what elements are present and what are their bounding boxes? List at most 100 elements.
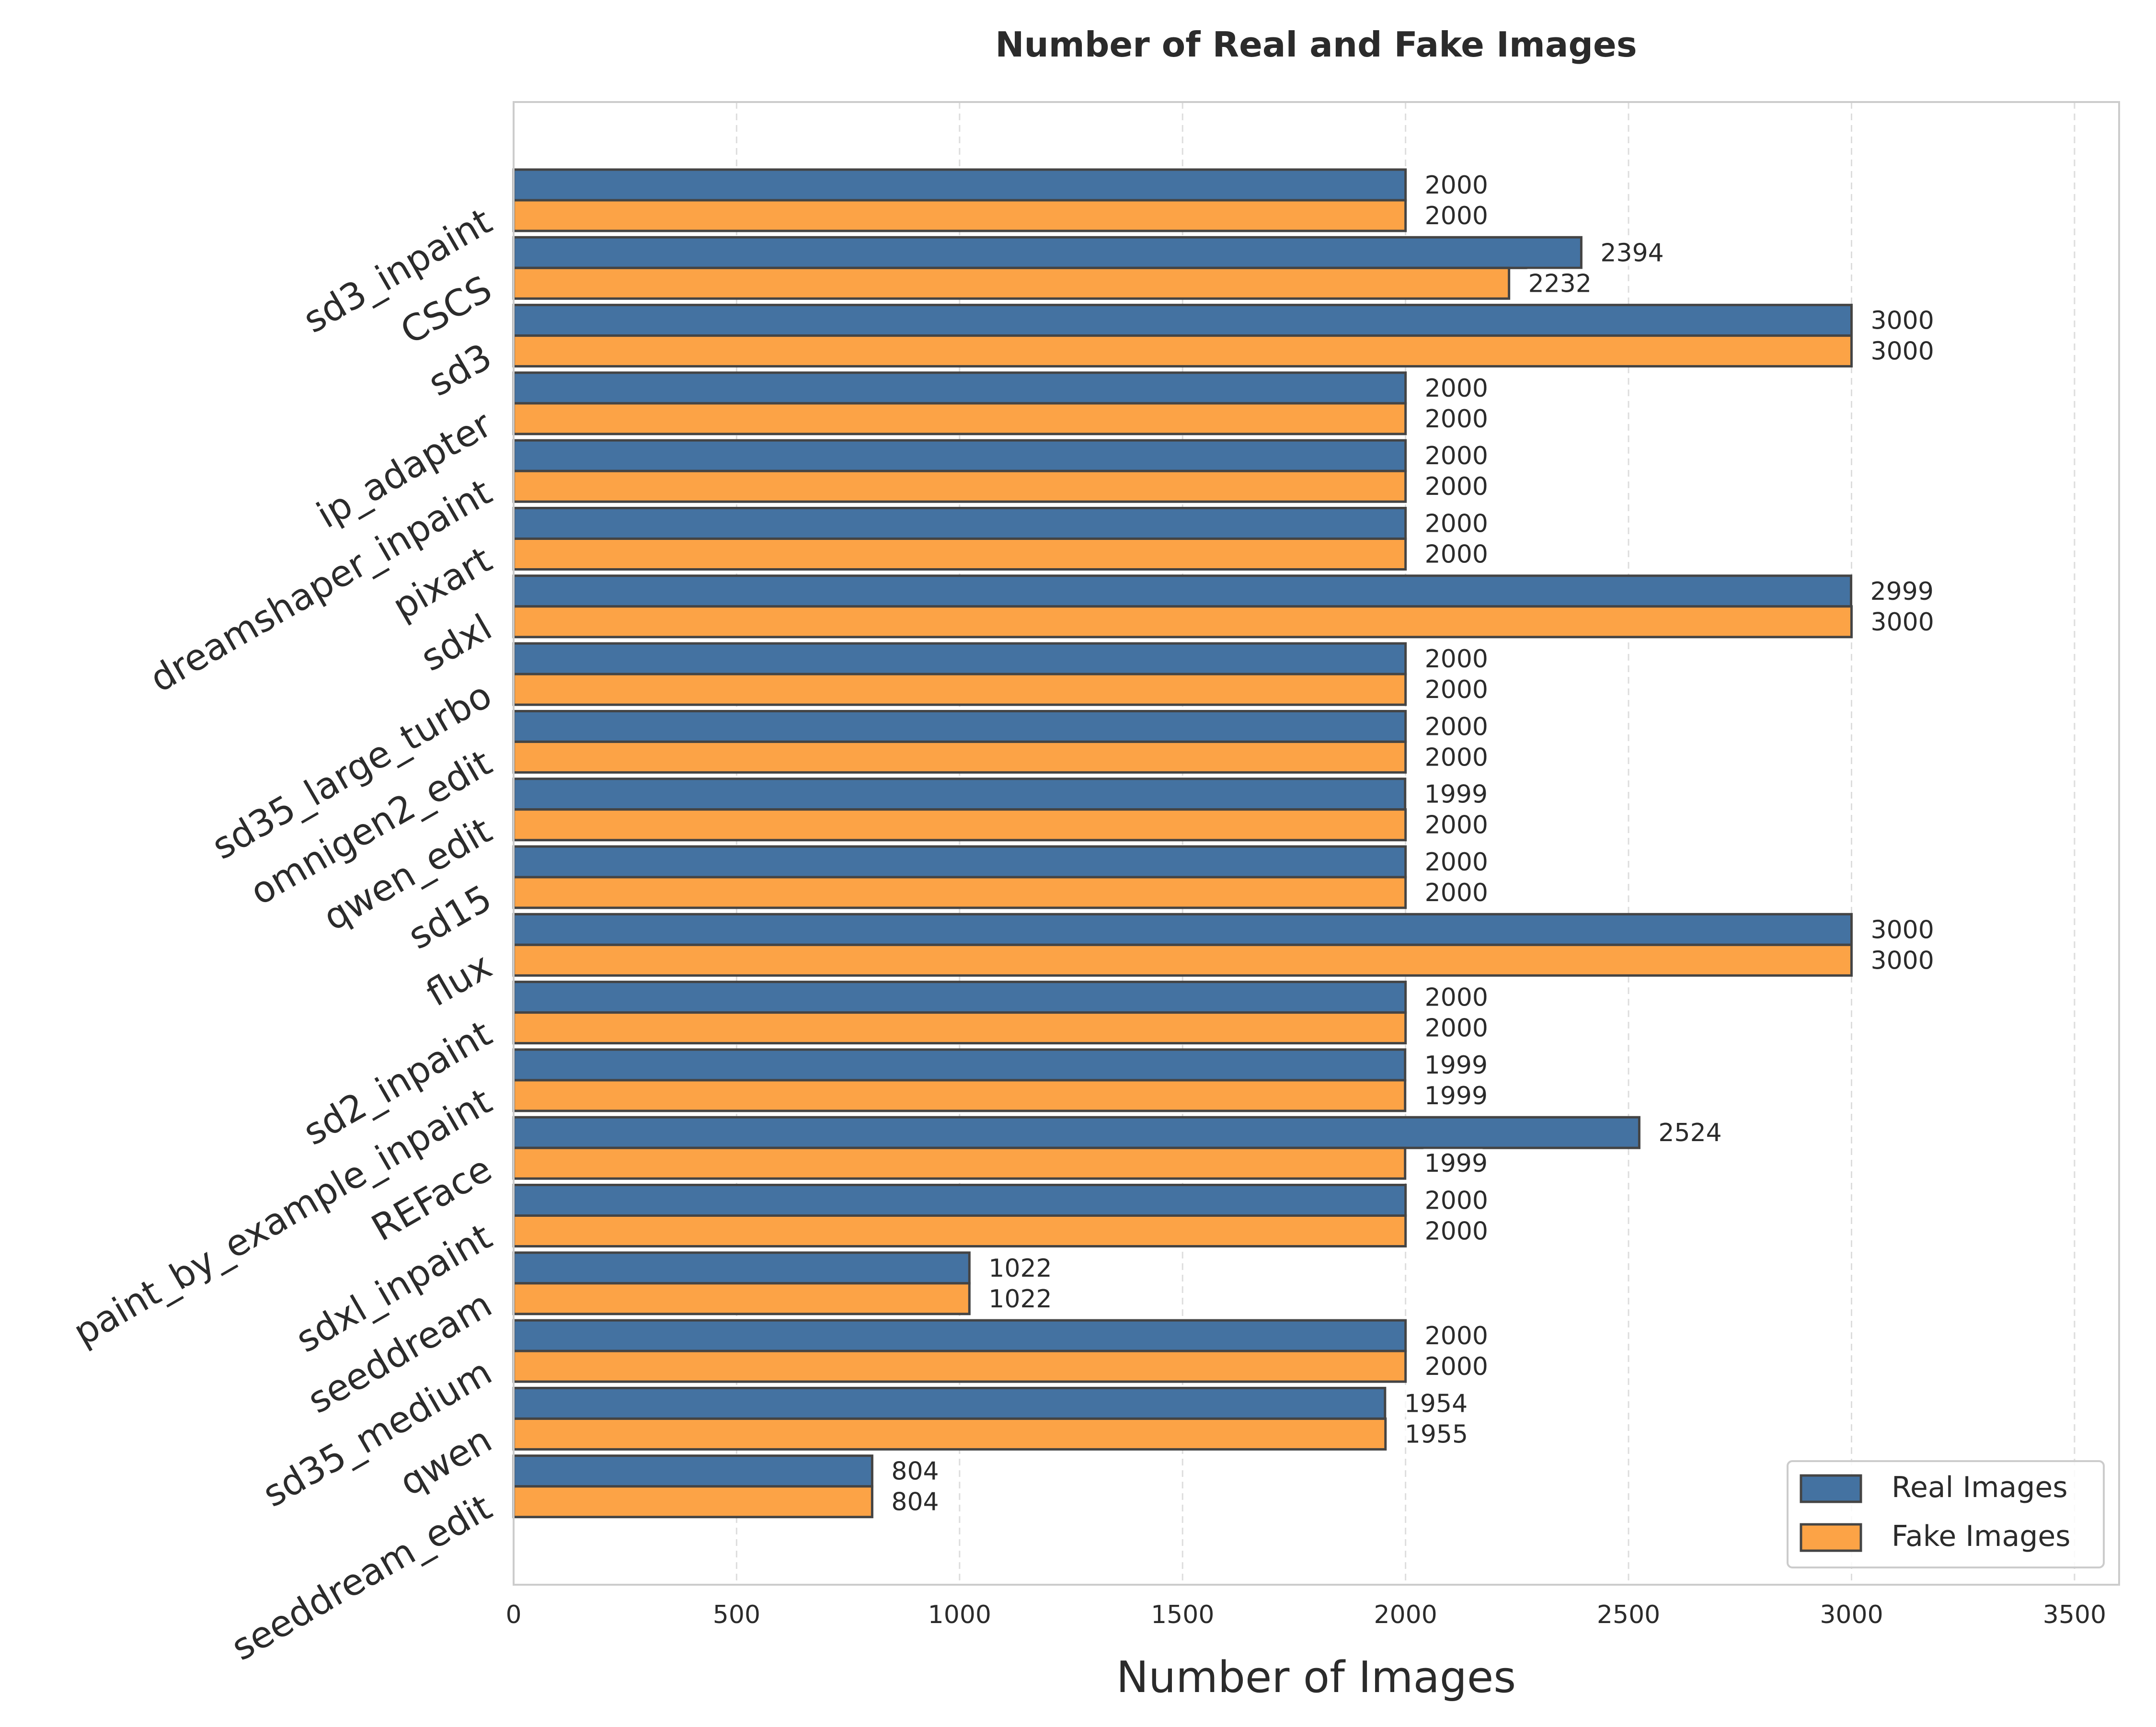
bar-real [512, 236, 1583, 269]
data-label-real: 1999 [1424, 1051, 1488, 1080]
data-label-fake: 2000 [1425, 675, 1488, 704]
data-label-fake: 2000 [1425, 1352, 1488, 1381]
bar-real [512, 1116, 1640, 1149]
data-label-background [1867, 336, 1932, 365]
bar-fake [512, 266, 1511, 300]
data-label-fake: 2232 [1528, 269, 1592, 298]
bar-real [512, 507, 1407, 540]
bar-real [512, 778, 1407, 811]
x-tick-label: 3000 [1820, 1601, 1883, 1629]
bar-real [512, 981, 1407, 1014]
data-label-fake: 2000 [1425, 540, 1488, 569]
data-label-background [1420, 1149, 1486, 1177]
data-label-background [1421, 1013, 1486, 1041]
data-label-background [887, 1487, 939, 1515]
data-label-fake: 1999 [1424, 1082, 1488, 1110]
bar-fake [512, 740, 1407, 774]
data-label-fake: 1955 [1405, 1420, 1468, 1449]
data-label-background [1420, 1081, 1486, 1109]
data-label-real: 3000 [1871, 915, 1934, 944]
data-label-real: 3000 [1871, 307, 1934, 335]
data-label-background [1867, 306, 1932, 334]
data-label-background [1421, 675, 1486, 703]
bar-real [512, 168, 1407, 202]
data-label-fake: 1999 [1424, 1149, 1488, 1178]
data-label-fake: 2000 [1425, 1217, 1488, 1246]
x-axis-label: Number of Images [1116, 1652, 1516, 1703]
bar-fake [512, 1485, 873, 1519]
data-label-background [1400, 1389, 1466, 1417]
data-label-real: 2999 [1870, 577, 1934, 606]
data-label-real: 2000 [1425, 1187, 1488, 1215]
data-label-background [985, 1284, 1050, 1312]
data-label-background [1421, 1186, 1486, 1214]
bar-fake [512, 808, 1407, 842]
data-label-background [1421, 1352, 1486, 1380]
legend-frame [1787, 1460, 2105, 1568]
data-label-background [1421, 1321, 1486, 1350]
bar-fake [512, 1146, 1407, 1180]
data-label-real: 1022 [988, 1254, 1052, 1283]
data-label-background [1421, 712, 1486, 740]
data-label-background [1524, 269, 1590, 297]
x-tick-label: 2500 [1597, 1601, 1660, 1629]
bar-fake [512, 1011, 1407, 1045]
bar-real [512, 1184, 1407, 1217]
data-label-background [1421, 404, 1486, 432]
data-label-background [1421, 1216, 1486, 1245]
bar-fake [512, 673, 1407, 706]
bar-fake [512, 469, 1407, 503]
legend-label-real: Real Images [1892, 1471, 2068, 1504]
data-label-fake: 2000 [1425, 811, 1488, 840]
data-label-background [1421, 878, 1486, 906]
data-label-background [1421, 201, 1486, 229]
data-label-background [1866, 576, 1932, 605]
data-label-background [985, 1253, 1050, 1281]
x-tick-label: 3500 [2043, 1601, 2106, 1629]
data-label-background [1654, 1118, 1720, 1146]
data-label-background [887, 1456, 939, 1485]
data-label-real: 2000 [1425, 374, 1488, 403]
chart-title: Number of Real and Fake Images [995, 24, 1637, 65]
data-label-background [1421, 983, 1486, 1011]
data-label-real: 2000 [1425, 984, 1488, 1012]
data-label-background [1421, 373, 1486, 401]
data-label-background [1596, 238, 1662, 266]
data-label-real: 2000 [1425, 645, 1488, 674]
legend: Real Images Fake Images [1787, 1460, 2105, 1568]
bar-fake [512, 334, 1853, 368]
bar-fake [512, 199, 1407, 232]
x-tick-label: 1000 [928, 1601, 991, 1629]
data-label-background [1420, 779, 1486, 808]
x-tick-labels: 0 500 1000 1500 2000 2500 3000 3500 [505, 1601, 2106, 1629]
data-label-fake: 2000 [1425, 743, 1488, 772]
bar-real [512, 574, 1853, 608]
data-label-fake: 2000 [1425, 472, 1488, 501]
bar-real [512, 371, 1407, 405]
x-tick-label: 1500 [1151, 1601, 1214, 1629]
data-label-fake: 2000 [1425, 405, 1488, 434]
data-label-fake: 804 [891, 1488, 939, 1517]
bar-fake [512, 876, 1407, 909]
bar-real [512, 642, 1407, 675]
data-label-real: 2000 [1425, 848, 1488, 877]
data-label-fake: 3000 [1871, 608, 1934, 637]
data-label-fake: 3000 [1871, 337, 1934, 366]
bar-real [512, 1048, 1407, 1082]
data-label-real: 2394 [1600, 239, 1663, 267]
bar-real [512, 1319, 1407, 1352]
data-label-background [1421, 847, 1486, 875]
data-label-real: 2000 [1425, 1322, 1488, 1350]
bar-fake [512, 1282, 971, 1315]
data-label-background [1421, 644, 1486, 673]
bar-fake [512, 538, 1407, 571]
data-label-background [1421, 539, 1486, 568]
data-label-background [1867, 946, 1932, 974]
bar-real [512, 1386, 1387, 1420]
x-tick-label: 2000 [1374, 1601, 1437, 1629]
data-label-background [1867, 607, 1932, 635]
bar-fake [512, 605, 1853, 639]
data-label-background [1421, 509, 1486, 537]
data-label-real: 1954 [1404, 1389, 1468, 1418]
